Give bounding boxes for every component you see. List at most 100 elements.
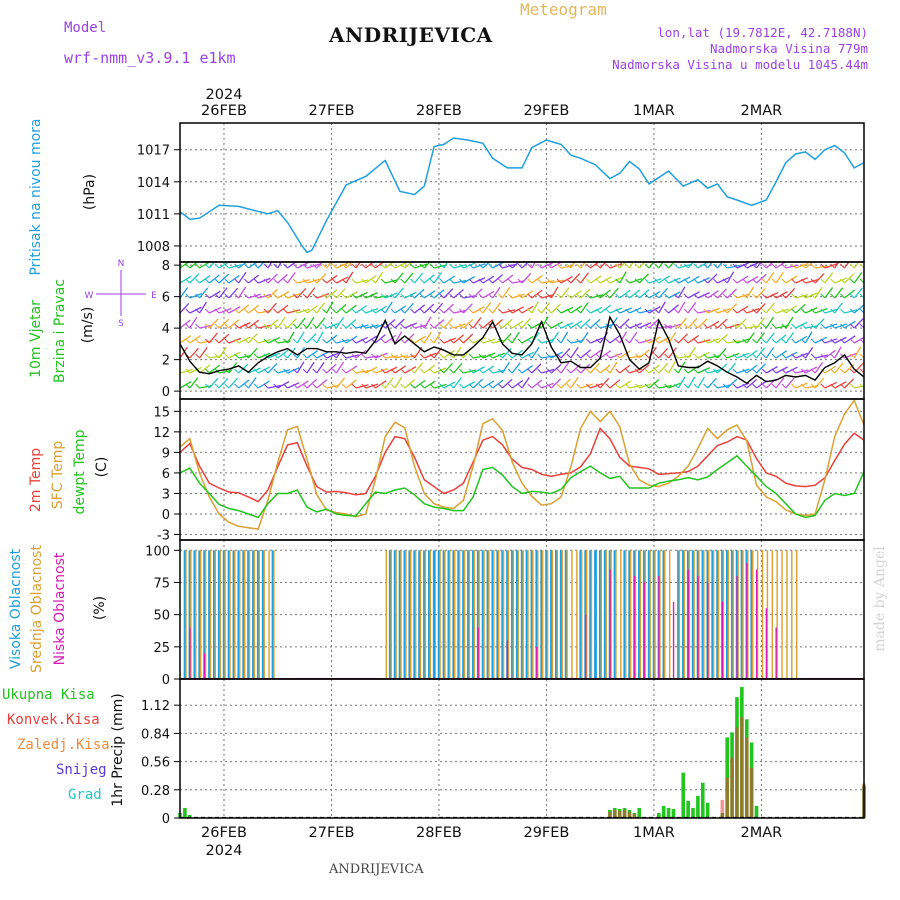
wind-barb-flag bbox=[204, 278, 210, 284]
wind-barb-flag bbox=[849, 293, 855, 299]
wind-barb bbox=[629, 307, 642, 314]
wind-barb bbox=[707, 307, 721, 314]
wind-barb bbox=[453, 362, 463, 374]
wind-barb-flag bbox=[546, 368, 552, 374]
wind-barb-flag bbox=[791, 323, 796, 329]
wind-barb bbox=[385, 279, 398, 284]
wind-barb-flag bbox=[732, 323, 738, 329]
wind-barb bbox=[668, 382, 681, 389]
wind-barb-flag bbox=[488, 338, 494, 344]
wind-barb-flag bbox=[419, 278, 425, 284]
wind-barb-flag bbox=[517, 293, 523, 299]
wind-barb bbox=[199, 275, 211, 284]
high-cloud-bar bbox=[462, 550, 465, 679]
wind-barb-flag bbox=[341, 368, 347, 374]
total-precip-bar bbox=[671, 808, 676, 818]
wind-barb-flag bbox=[292, 368, 298, 374]
wind-barb bbox=[228, 287, 239, 299]
mid-cloud-bar bbox=[791, 550, 793, 679]
high-cloud-bar bbox=[222, 550, 226, 679]
wind-barb bbox=[814, 336, 828, 344]
high-cloud-bar bbox=[188, 550, 192, 679]
wind-barb-flag bbox=[830, 353, 836, 359]
wind-barb bbox=[248, 367, 261, 374]
high-cloud-bar bbox=[437, 550, 441, 679]
wind-barb bbox=[521, 262, 530, 269]
wind-barb bbox=[824, 287, 834, 299]
wind-barb-flag bbox=[556, 338, 562, 344]
wind-barb-flag bbox=[595, 353, 601, 359]
wind-barb-flag bbox=[263, 368, 269, 374]
wind-barb bbox=[619, 318, 630, 329]
wind-barb-flag bbox=[732, 278, 738, 284]
wind-barb-flag bbox=[371, 293, 376, 299]
wind-barb bbox=[551, 279, 565, 284]
wind-barb-flag bbox=[556, 323, 562, 329]
wind-barb-flag bbox=[507, 293, 513, 299]
wind-barb bbox=[345, 262, 354, 269]
wind-barb bbox=[345, 271, 354, 284]
wind-barb bbox=[472, 288, 483, 299]
wind-barb bbox=[208, 274, 220, 284]
wind-barb bbox=[775, 271, 784, 284]
wind-barb bbox=[658, 362, 669, 374]
wind-barb-flag bbox=[361, 308, 367, 314]
wind-barb bbox=[853, 346, 862, 359]
wind-barb-flag bbox=[703, 338, 709, 344]
wind-barb bbox=[707, 320, 720, 329]
wind-barb-flag bbox=[253, 293, 259, 299]
wind-barb-flag bbox=[478, 263, 484, 269]
wind-barb bbox=[560, 331, 569, 344]
high-cloud-bar bbox=[393, 550, 397, 679]
wind-barb bbox=[531, 275, 543, 284]
wind-barb bbox=[297, 278, 310, 284]
wind-barb bbox=[404, 354, 418, 359]
wind-barb bbox=[189, 335, 201, 344]
mid-cloud-bar bbox=[497, 550, 500, 679]
mid-cloud-bar bbox=[454, 550, 456, 679]
wind-barb-flag bbox=[185, 323, 191, 329]
high-cloud-bar bbox=[242, 550, 246, 679]
y-tick-label: 100 bbox=[145, 544, 170, 559]
wind-barb bbox=[492, 352, 506, 359]
wind-barb bbox=[316, 273, 327, 284]
high-cloud-bar bbox=[555, 550, 558, 679]
wind-barb-flag bbox=[605, 353, 611, 359]
wind-barb bbox=[296, 361, 305, 374]
wind-barb-flag bbox=[263, 308, 269, 314]
wind-barb bbox=[355, 324, 369, 329]
wind-barb-flag bbox=[224, 308, 230, 314]
wind-barb-flag bbox=[683, 308, 689, 314]
wind-barb bbox=[482, 262, 491, 269]
y-tick-label: 8 bbox=[162, 259, 170, 274]
wind-barb-flag bbox=[273, 338, 279, 344]
wind-barb-flag bbox=[693, 323, 699, 329]
mid-cloud-bar bbox=[258, 550, 260, 679]
wind-barb-flag bbox=[224, 323, 230, 329]
wind-barb bbox=[277, 316, 286, 329]
wind-barb-flag bbox=[341, 293, 347, 299]
wind-barb bbox=[375, 295, 389, 299]
high-cloud-bar bbox=[237, 550, 241, 679]
wind-barb bbox=[306, 350, 319, 359]
wind-barb-flag bbox=[419, 338, 425, 344]
wind-barb-flag bbox=[771, 263, 777, 269]
wind-barb bbox=[775, 308, 789, 314]
wind-barb-flag bbox=[722, 353, 728, 359]
wind-barb-flag bbox=[673, 368, 679, 374]
mid-cloud-bar bbox=[698, 550, 700, 679]
wind-barb bbox=[804, 262, 814, 269]
wind-barb-flag bbox=[380, 368, 386, 374]
mid-cloud-bar bbox=[688, 550, 690, 679]
wind-barb-flag bbox=[361, 338, 367, 344]
wind-barb bbox=[824, 338, 838, 344]
mid-cloud-bar bbox=[654, 550, 656, 679]
mid-cloud-bar bbox=[639, 550, 642, 679]
wind-barb-flag bbox=[586, 338, 591, 344]
wind-barb bbox=[648, 379, 660, 389]
high-cloud-bar bbox=[511, 550, 514, 679]
mid-cloud-bar bbox=[571, 550, 573, 679]
wind-barb-flag bbox=[840, 338, 845, 344]
wind-barb bbox=[472, 263, 486, 269]
mid-cloud-bar bbox=[414, 550, 417, 679]
